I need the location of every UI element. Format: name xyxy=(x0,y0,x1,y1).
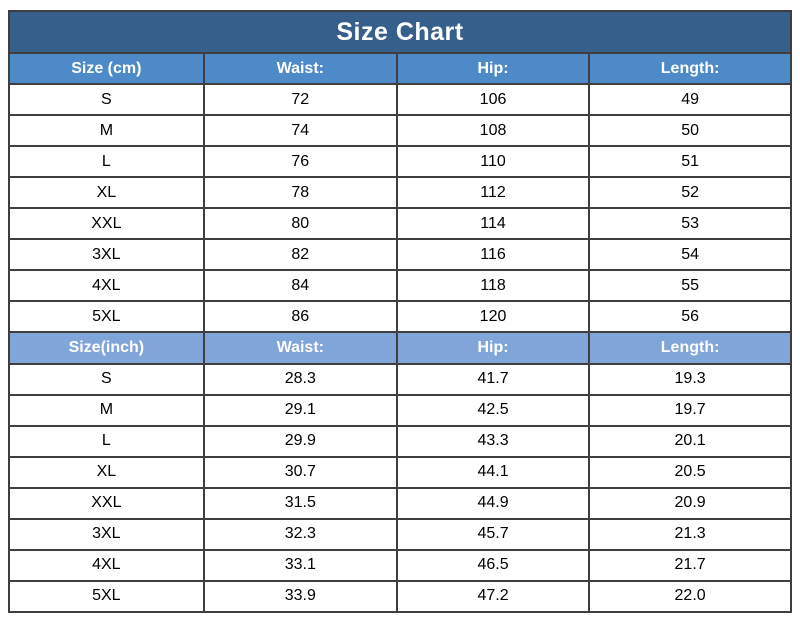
size-label-cell: S xyxy=(8,362,205,396)
column-header-size-inch: Size(inch) xyxy=(8,331,205,365)
length-value-cell: 53 xyxy=(588,207,792,241)
waist-value-cell: 86 xyxy=(202,300,398,334)
waist-value-cell: 28.3 xyxy=(202,362,398,396)
hip-value-cell: 47.2 xyxy=(395,579,591,614)
page-title: Size Chart xyxy=(8,9,792,55)
waist-value-cell: 82 xyxy=(202,238,398,272)
waist-value-cell: 72 xyxy=(202,83,398,117)
hip-value-cell: 44.9 xyxy=(395,486,591,520)
hip-value-cell: 43.3 xyxy=(395,424,591,458)
waist-value-cell: 29.9 xyxy=(202,424,398,458)
column-header-length-cm: Length: xyxy=(588,52,792,86)
length-value-cell: 49 xyxy=(588,83,792,117)
waist-value-cell: 33.1 xyxy=(202,548,398,582)
waist-value-cell: 32.3 xyxy=(202,517,398,551)
size-label-cell: L xyxy=(8,145,205,179)
table-row-cm-5xl: 5XL 86 120 56 xyxy=(8,300,792,334)
length-value-cell: 56 xyxy=(588,300,792,334)
size-label-cell: 5XL xyxy=(8,300,205,334)
waist-value-cell: 84 xyxy=(202,269,398,303)
column-header-hip-cm: Hip: xyxy=(395,52,591,86)
size-label-cell: 5XL xyxy=(8,579,205,614)
header-row-inch: Size(inch) Waist: Hip: Length: xyxy=(8,331,792,365)
title-row: Size Chart xyxy=(8,9,792,55)
hip-value-cell: 42.5 xyxy=(395,393,591,427)
table-row-inch-3xl: 3XL 32.3 45.7 21.3 xyxy=(8,517,792,551)
table-row-cm-3xl: 3XL 82 116 54 xyxy=(8,238,792,272)
length-value-cell: 22.0 xyxy=(588,579,792,614)
table-row-inch-m: M 29.1 42.5 19.7 xyxy=(8,393,792,427)
length-value-cell: 21.3 xyxy=(588,517,792,551)
size-label-cell: 4XL xyxy=(8,548,205,582)
header-row-cm: Size (cm) Waist: Hip: Length: xyxy=(8,52,792,86)
hip-value-cell: 116 xyxy=(395,238,591,272)
hip-value-cell: 46.5 xyxy=(395,548,591,582)
length-value-cell: 20.5 xyxy=(588,455,792,489)
column-header-length-inch: Length: xyxy=(588,331,792,365)
hip-value-cell: 41.7 xyxy=(395,362,591,396)
table-row-cm-xl: XL 78 112 52 xyxy=(8,176,792,210)
length-value-cell: 50 xyxy=(588,114,792,148)
column-header-waist-cm: Waist: xyxy=(202,52,398,86)
table-row-inch-4xl: 4XL 33.1 46.5 21.7 xyxy=(8,548,792,582)
table-row-inch-xl: XL 30.7 44.1 20.5 xyxy=(8,455,792,489)
table-row-cm-xxl: XXL 80 114 53 xyxy=(8,207,792,241)
size-label-cell: XL xyxy=(8,176,205,210)
table-row-cm-l: L 76 110 51 xyxy=(8,145,792,179)
length-value-cell: 55 xyxy=(588,269,792,303)
column-header-waist-inch: Waist: xyxy=(202,331,398,365)
hip-value-cell: 120 xyxy=(395,300,591,334)
waist-value-cell: 74 xyxy=(202,114,398,148)
size-label-cell: XL xyxy=(8,455,205,489)
size-label-cell: 4XL xyxy=(8,269,205,303)
size-label-cell: 3XL xyxy=(8,238,205,272)
table-row-inch-s: S 28.3 41.7 19.3 xyxy=(8,362,792,396)
hip-value-cell: 106 xyxy=(395,83,591,117)
size-chart-table: Size Chart Size (cm) Waist: Hip: Length:… xyxy=(8,9,792,614)
hip-value-cell: 112 xyxy=(395,176,591,210)
table-row-cm-m: M 74 108 50 xyxy=(8,114,792,148)
hip-value-cell: 110 xyxy=(395,145,591,179)
waist-value-cell: 29.1 xyxy=(202,393,398,427)
length-value-cell: 52 xyxy=(588,176,792,210)
waist-value-cell: 30.7 xyxy=(202,455,398,489)
table-row-cm-s: S 72 106 49 xyxy=(8,83,792,117)
size-label-cell: 3XL xyxy=(8,517,205,551)
hip-value-cell: 44.1 xyxy=(395,455,591,489)
waist-value-cell: 78 xyxy=(202,176,398,210)
table-row-inch-5xl: 5XL 33.9 47.2 22.0 xyxy=(8,579,792,614)
length-value-cell: 19.3 xyxy=(588,362,792,396)
length-value-cell: 51 xyxy=(588,145,792,179)
length-value-cell: 54 xyxy=(588,238,792,272)
waist-value-cell: 76 xyxy=(202,145,398,179)
size-label-cell: M xyxy=(8,393,205,427)
table-row-inch-xxl: XXL 31.5 44.9 20.9 xyxy=(8,486,792,520)
table-row-inch-l: L 29.9 43.3 20.1 xyxy=(8,424,792,458)
waist-value-cell: 80 xyxy=(202,207,398,241)
waist-value-cell: 33.9 xyxy=(202,579,398,614)
length-value-cell: 19.7 xyxy=(588,393,792,427)
size-label-cell: XXL xyxy=(8,486,205,520)
column-header-size-cm: Size (cm) xyxy=(8,52,205,86)
size-label-cell: M xyxy=(8,114,205,148)
length-value-cell: 20.9 xyxy=(588,486,792,520)
column-header-hip-inch: Hip: xyxy=(395,331,591,365)
hip-value-cell: 114 xyxy=(395,207,591,241)
table-row-cm-4xl: 4XL 84 118 55 xyxy=(8,269,792,303)
waist-value-cell: 31.5 xyxy=(202,486,398,520)
size-label-cell: S xyxy=(8,83,205,117)
size-label-cell: L xyxy=(8,424,205,458)
hip-value-cell: 118 xyxy=(395,269,591,303)
length-value-cell: 21.7 xyxy=(588,548,792,582)
hip-value-cell: 45.7 xyxy=(395,517,591,551)
length-value-cell: 20.1 xyxy=(588,424,792,458)
size-label-cell: XXL xyxy=(8,207,205,241)
hip-value-cell: 108 xyxy=(395,114,591,148)
